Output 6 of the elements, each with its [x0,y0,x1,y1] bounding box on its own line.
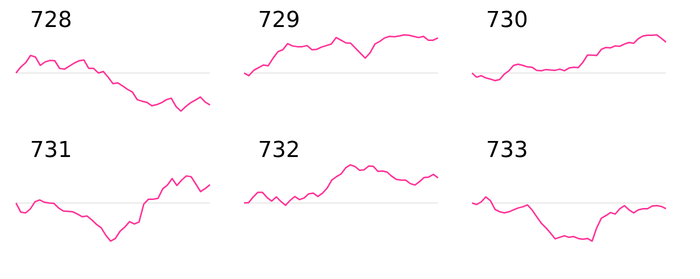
chart-title: 728 [30,8,72,34]
chart-title: 731 [30,138,72,164]
chart-title: 729 [258,8,300,34]
chart-title: 730 [486,8,528,34]
chart-title: 733 [486,138,528,164]
chart-title: 732 [258,138,300,164]
